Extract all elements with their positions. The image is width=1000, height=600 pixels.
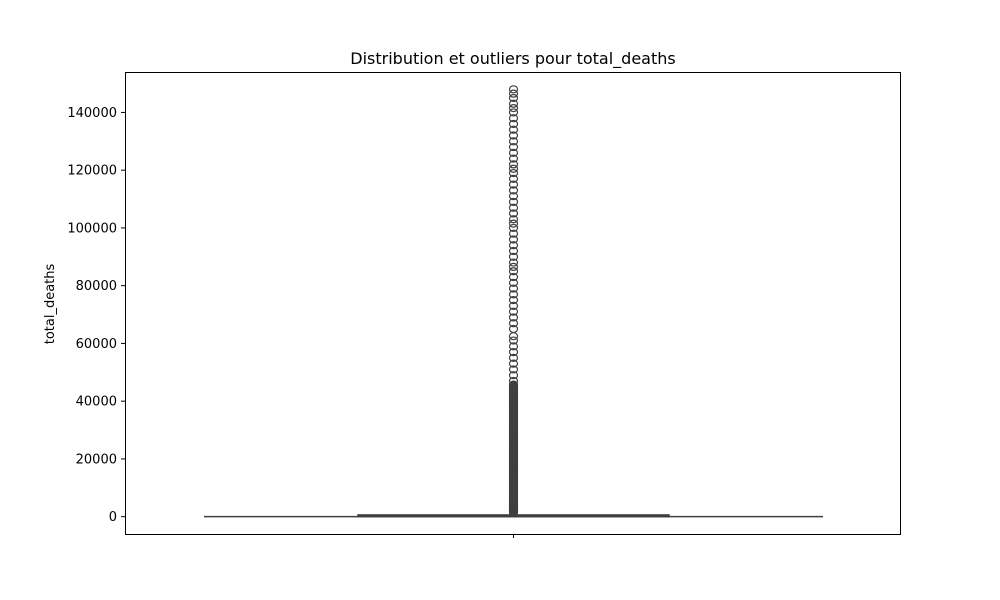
y-tick-label: 100000 xyxy=(67,221,117,236)
outlier-point xyxy=(508,313,519,322)
y-tick-label: 140000 xyxy=(67,106,117,121)
outlier-point xyxy=(508,99,519,108)
outlier-point xyxy=(508,229,519,238)
outlier-point xyxy=(508,192,519,201)
outlier-point xyxy=(508,332,519,341)
y-tick-label: 60000 xyxy=(76,337,117,352)
outlier-point xyxy=(508,307,519,316)
outlier-point xyxy=(508,319,519,328)
y-tick-label: 80000 xyxy=(76,279,117,294)
outlier-point xyxy=(508,164,519,173)
y-tick-label: 120000 xyxy=(67,164,117,179)
outlier-point xyxy=(508,160,519,169)
outlier-point xyxy=(508,180,519,189)
outlier-point xyxy=(508,272,519,282)
outlier-point xyxy=(508,246,519,256)
outlier-point xyxy=(508,168,519,178)
outlier-point xyxy=(508,376,519,386)
outlier-point xyxy=(508,203,519,212)
outlier-point xyxy=(508,371,519,380)
outlier-point xyxy=(508,108,519,117)
outlier-point xyxy=(508,209,519,218)
outlier-point xyxy=(508,380,519,389)
chart-title: Distribution et outliers pour total_deat… xyxy=(350,49,675,69)
outlier-point xyxy=(508,252,519,261)
outlier-point xyxy=(508,284,519,293)
outlier-point xyxy=(508,197,519,207)
outlier-point xyxy=(508,258,519,267)
outlier-point xyxy=(508,131,519,140)
outlier-point xyxy=(508,296,519,305)
outlier-point xyxy=(508,93,519,103)
outlier-point xyxy=(508,148,519,157)
outlier-point xyxy=(508,223,519,233)
outlier-point xyxy=(508,142,519,152)
outlier-point xyxy=(508,186,519,195)
outlier-point xyxy=(508,174,519,183)
y-axis-label: total_deaths xyxy=(43,264,58,345)
outlier-point xyxy=(508,154,519,163)
outlier-point xyxy=(508,342,519,351)
outlier-point xyxy=(508,235,519,244)
y-tick-label: 40000 xyxy=(76,395,117,410)
outlier-point xyxy=(508,125,519,134)
outlier-point xyxy=(508,119,519,129)
outlier-point xyxy=(508,114,519,123)
outlier-point xyxy=(508,219,519,228)
outlier-point xyxy=(508,336,519,345)
outlier-point xyxy=(508,290,519,299)
outlier-point xyxy=(508,89,519,98)
outlier-point xyxy=(508,137,519,146)
outlier-point xyxy=(508,359,519,368)
outlier-point xyxy=(508,353,519,362)
y-tick-label: 0 xyxy=(109,510,117,525)
outlier-point xyxy=(508,85,519,94)
y-tick-label: 20000 xyxy=(76,452,117,467)
outlier-point xyxy=(508,215,519,224)
outlier-point xyxy=(508,262,519,272)
outlier-point xyxy=(508,267,519,276)
outlier-point xyxy=(508,347,519,357)
outlier-point xyxy=(508,365,519,374)
outlier-point xyxy=(508,278,519,287)
plot-area xyxy=(204,85,823,518)
outlier-point xyxy=(508,241,519,250)
outlier-point xyxy=(508,103,519,113)
outlier-point xyxy=(508,301,519,310)
outlier-point xyxy=(508,324,519,334)
